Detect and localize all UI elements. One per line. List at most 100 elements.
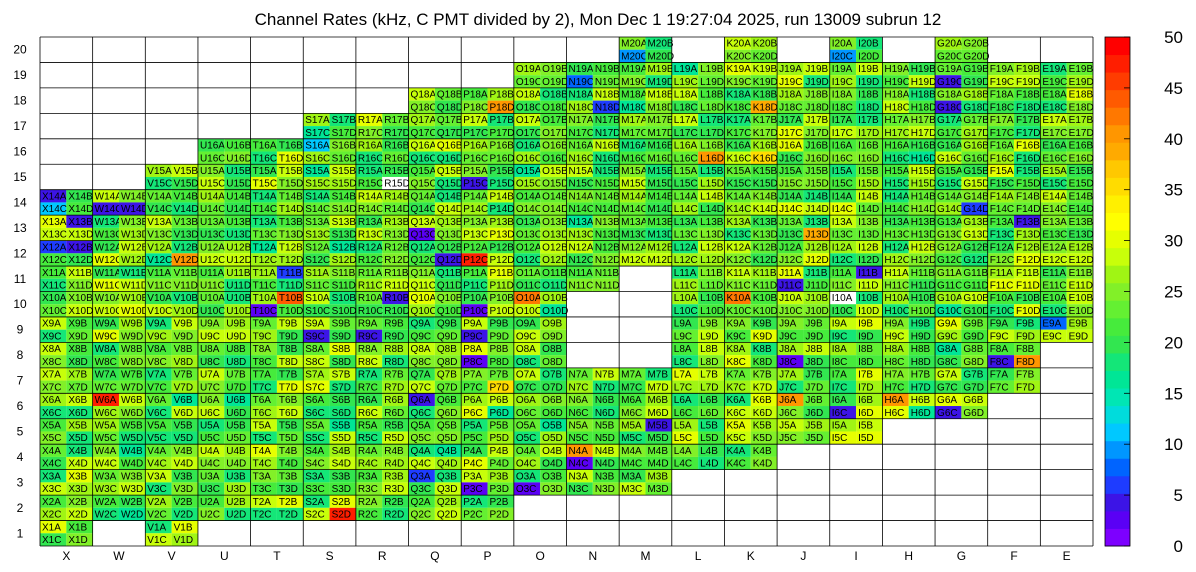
channel-label: E10B xyxy=(1069,293,1094,304)
channel-cell xyxy=(276,469,304,483)
channel-cell xyxy=(935,291,962,305)
channel-cell xyxy=(92,507,119,521)
channel-label: R10B xyxy=(384,293,409,304)
channel-label: X12A xyxy=(42,242,67,253)
channel-cell xyxy=(382,355,409,368)
channel-label: Q13C xyxy=(411,230,437,241)
channel-label: F19B xyxy=(1016,64,1040,75)
channel-label: F11A xyxy=(990,268,1013,279)
channel-label: V7D xyxy=(174,382,193,393)
channel-label: H18D xyxy=(911,102,937,113)
channel-cell xyxy=(540,278,567,292)
channel-cell xyxy=(355,304,383,317)
channel-label: E17D xyxy=(1069,128,1094,139)
channel-cell xyxy=(197,253,225,267)
channel-label: N19A xyxy=(569,64,594,75)
channel-label: R13A xyxy=(358,217,383,228)
channel-cell xyxy=(118,227,146,241)
channel-label: E18C xyxy=(1042,102,1067,113)
channel-label: J10C xyxy=(779,306,802,317)
color-scale-label: 5 xyxy=(1174,486,1183,505)
channel-label: R3B xyxy=(384,471,404,482)
channel-cell xyxy=(145,495,172,508)
channel-label: F15B xyxy=(1016,166,1040,177)
channel-label: W10B xyxy=(121,293,149,304)
color-scale-segment xyxy=(1105,475,1130,494)
channel-label: V12A xyxy=(147,242,172,253)
channel-cell xyxy=(66,533,93,546)
channel-label: H9C xyxy=(884,331,904,342)
channel-label: F12C xyxy=(990,255,1014,266)
channel-label: F16D xyxy=(1016,153,1040,164)
channel-label: H16C xyxy=(884,153,910,164)
channel-cell xyxy=(40,367,67,381)
channel-label: J11A xyxy=(779,268,801,279)
channel-cell xyxy=(408,406,435,419)
channel-label: G18D xyxy=(963,102,989,113)
channel-cell xyxy=(987,240,1015,254)
channel-cell xyxy=(1066,253,1093,267)
channel-label: S16C xyxy=(305,153,330,164)
channel-cell xyxy=(329,342,356,356)
color-scale-segment xyxy=(1105,230,1130,249)
channel-cell xyxy=(434,342,462,356)
channel-label: F13B xyxy=(1016,217,1040,228)
color-scale-segment xyxy=(1105,142,1130,161)
channel-label: V1B xyxy=(174,522,193,533)
channel-label: M7D xyxy=(647,382,668,393)
channel-cell xyxy=(698,431,725,445)
channel-cell xyxy=(724,316,751,330)
channel-label: S10C xyxy=(305,306,330,317)
channel-label: T8C xyxy=(253,357,272,368)
channel-label: I12C xyxy=(832,255,853,266)
channel-cell xyxy=(461,469,488,483)
channel-cell xyxy=(777,304,804,317)
channel-cell xyxy=(1066,316,1093,330)
channel-label: J11D xyxy=(805,281,828,292)
channel-cell xyxy=(566,253,593,267)
channel-cell xyxy=(92,227,119,241)
channel-label: S17C xyxy=(305,128,330,139)
channel-label: R2B xyxy=(384,497,404,508)
channel-label: M13B xyxy=(647,217,673,228)
channel-label: X5D xyxy=(68,433,87,444)
channel-label: X2B xyxy=(68,497,87,508)
channel-cell xyxy=(908,266,936,279)
channel-label: L14D xyxy=(700,204,724,215)
channel-cell xyxy=(408,444,435,457)
channel-cell xyxy=(408,342,435,356)
channel-cell xyxy=(803,367,830,381)
channel-cell xyxy=(329,406,356,419)
channel-label: I14B xyxy=(858,191,879,202)
y-tick-label: 1 xyxy=(17,526,24,540)
channel-label: I15D xyxy=(858,179,879,190)
color-scale-label: 20 xyxy=(1164,333,1183,352)
channel-label: Q9C xyxy=(411,331,432,342)
channel-cell xyxy=(434,316,462,330)
channel-cell xyxy=(487,444,514,457)
channel-label: H19B xyxy=(911,64,936,75)
channel-label: U10A xyxy=(200,293,225,304)
channel-cell xyxy=(540,380,567,394)
channel-label: S2A xyxy=(305,497,324,508)
channel-cell xyxy=(66,444,93,457)
channel-label: I7D xyxy=(858,382,874,393)
channel-cell xyxy=(355,367,383,381)
channel-label: L16A xyxy=(674,141,698,152)
channel-label: G15D xyxy=(963,179,989,190)
channel-cell xyxy=(66,507,93,521)
channel-label: L13A xyxy=(674,217,698,228)
channel-cell xyxy=(540,482,567,496)
channel-cell xyxy=(803,304,830,317)
channel-cell xyxy=(224,495,251,508)
channel-label: L5B xyxy=(700,420,718,431)
channel-cell xyxy=(803,266,830,279)
channel-cell xyxy=(461,431,488,445)
channel-cell xyxy=(329,329,356,343)
channel-label: U11D xyxy=(226,281,251,292)
channel-label: N19D xyxy=(595,77,621,88)
channel-label: O14D xyxy=(542,204,568,215)
channel-label: U15A xyxy=(200,166,225,177)
channel-cell xyxy=(250,278,277,292)
channel-cell xyxy=(461,291,488,305)
